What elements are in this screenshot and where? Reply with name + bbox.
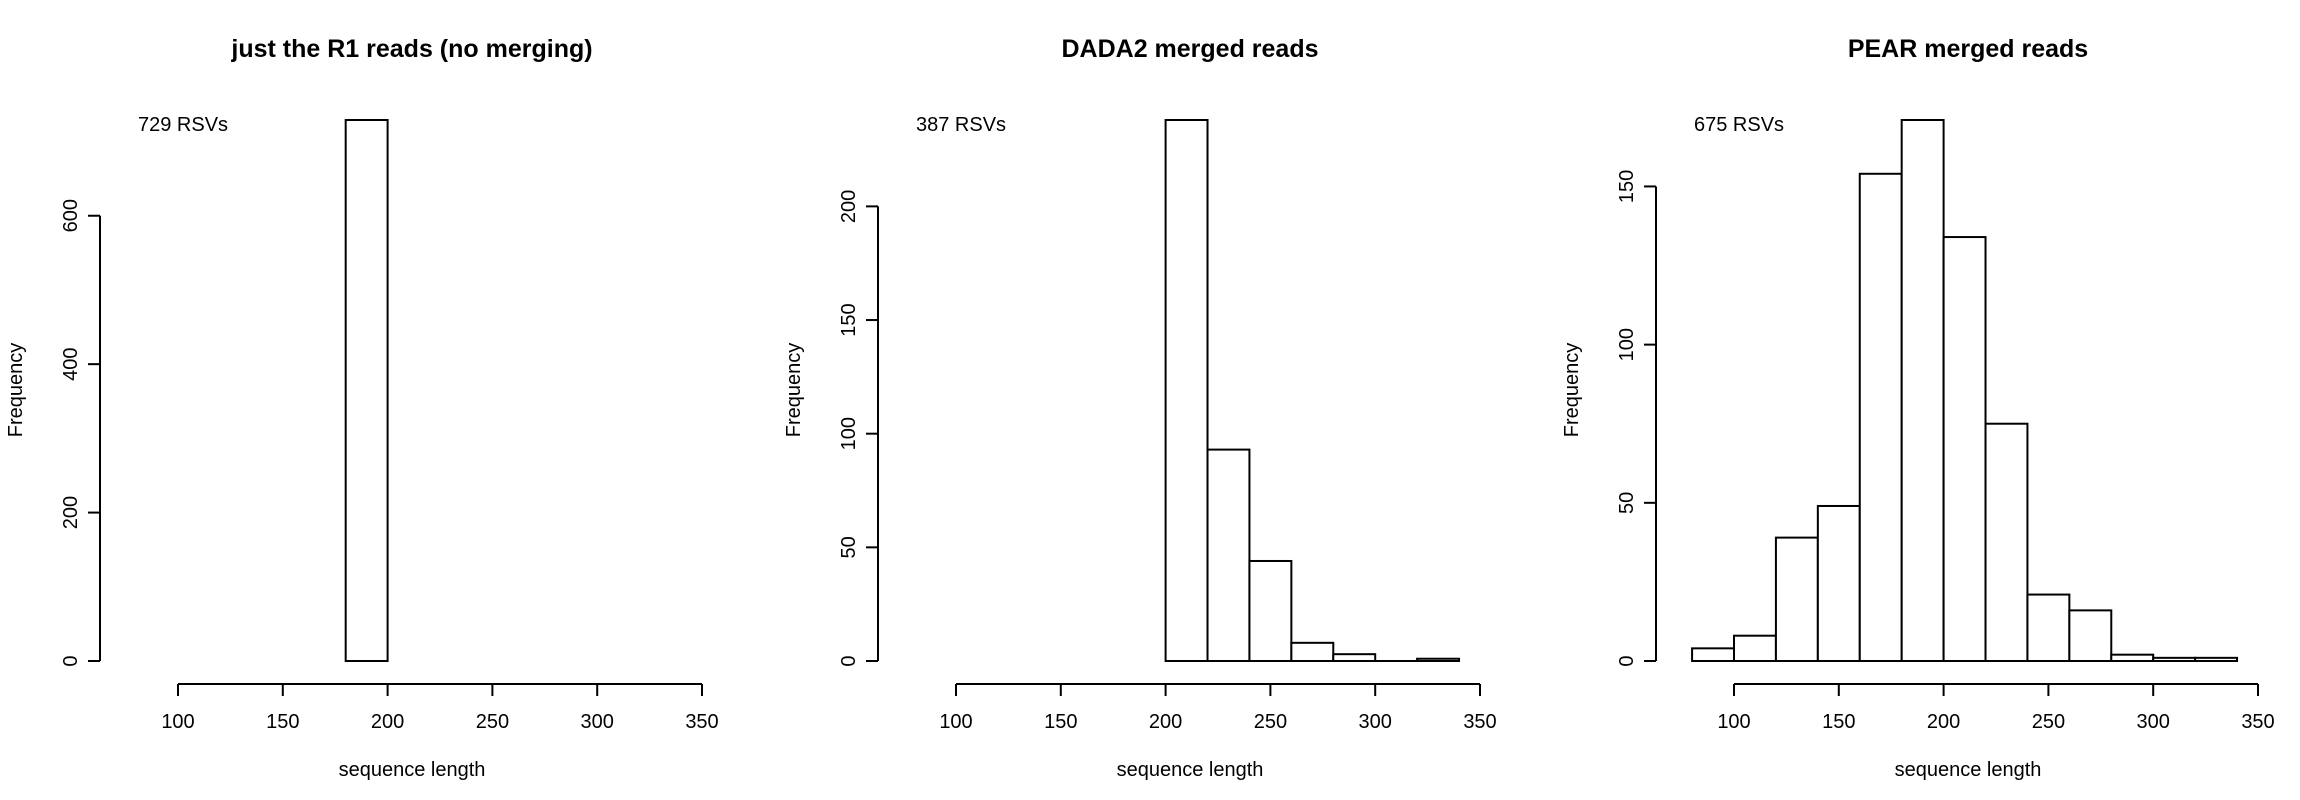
x-tick-label: 100: [161, 711, 194, 733]
y-tick-label: 50: [1616, 492, 1638, 514]
y-tick-label: 150: [1616, 170, 1638, 203]
x-axis-label: sequence length: [339, 759, 486, 781]
panel-title: PEAR merged reads: [1848, 35, 2088, 63]
y-tick-label: 0: [1616, 655, 1638, 666]
x-tick-label: 200: [1927, 711, 1960, 733]
x-tick-label: 250: [1254, 711, 1287, 733]
x-axis-label: sequence length: [1117, 759, 1264, 781]
histogram-bar-180-200: [1900, 119, 1945, 662]
histogram-bars: [1164, 119, 1461, 663]
x-tick-label: 300: [581, 711, 614, 733]
x-axis: 100 150 200 250 300 350: [939, 683, 1497, 733]
x-tick-label: 150: [1822, 711, 1855, 733]
x-tick-label: 200: [1149, 711, 1182, 733]
y-axis-label: Frequency: [5, 343, 27, 438]
x-axis: 100 150 200 250 300 350: [1717, 683, 2275, 733]
x-tick-label: 200: [371, 711, 404, 733]
x-tick-label: 150: [266, 711, 299, 733]
rsv-count-annotation: 387 RSVs: [916, 114, 1006, 136]
histogram-bar-300-320: [2152, 656, 2197, 662]
panel-title: DADA2 merged reads: [1061, 35, 1318, 63]
y-tick-label: 0: [838, 655, 860, 666]
y-axis-label: Frequency: [1561, 343, 1583, 438]
x-tick-label: 350: [1463, 711, 1496, 733]
histogram-bar-80-100: [1691, 647, 1735, 663]
x-axis: 100 150 200 250 300 350: [161, 683, 719, 733]
y-axis: 0 50 100 150: [1616, 170, 1657, 667]
histogram-bars: [1691, 119, 2239, 663]
x-tick-label: 250: [2032, 711, 2065, 733]
panel-dada2-merged: DADA2 merged reads 387 RSVs sequence len…: [783, 35, 1497, 781]
x-tick-label: 150: [1044, 711, 1077, 733]
y-axis: 0 50 100 150 200: [838, 190, 879, 667]
x-tick-label: 100: [1717, 711, 1750, 733]
y-tick-label: 600: [60, 199, 82, 232]
histogram-bar-240-260: [2026, 593, 2071, 662]
histogram-bar-140-160: [1816, 504, 1861, 662]
panel-title: just the R1 reads (no merging): [230, 35, 592, 63]
histogram-bar-220-240: [1984, 422, 2029, 662]
histogram-bar-100-120: [1733, 634, 1777, 663]
histogram-bar-160-180: [1858, 172, 1903, 662]
y-tick-label: 50: [838, 536, 860, 558]
histogram-bar-320-340: [1416, 657, 1461, 662]
histogram-bar-280-300: [2110, 653, 2155, 662]
x-tick-label: 250: [476, 711, 509, 733]
x-tick-label: 350: [2241, 711, 2274, 733]
y-tick-label: 150: [838, 303, 860, 336]
y-tick-label: 0: [60, 655, 82, 666]
y-tick-label: 100: [1616, 328, 1638, 361]
x-tick-label: 350: [685, 711, 718, 733]
panel-r1-reads: just the R1 reads (no merging) 729 RSVs …: [5, 35, 719, 781]
y-axis: 0 200 400 600: [60, 199, 101, 667]
y-tick-label: 200: [838, 190, 860, 223]
histogram-bar-320-340: [2194, 656, 2239, 662]
panel-pear-merged: PEAR merged reads 675 RSVs sequence leng…: [1561, 35, 2275, 781]
x-axis-label: sequence length: [1895, 759, 2042, 781]
histogram-bar-220-240: [1206, 448, 1251, 662]
histogram-bar-180-200: [344, 119, 389, 662]
y-tick-label: 200: [60, 496, 82, 529]
histogram-bar-120-140: [1774, 536, 1819, 662]
y-axis-label: Frequency: [783, 343, 805, 438]
x-tick-label: 300: [2137, 711, 2170, 733]
histogram-bar-280-300: [1332, 653, 1377, 662]
y-tick-label: 400: [60, 347, 82, 380]
y-tick-label: 100: [838, 417, 860, 450]
histogram-bar-240-260: [1248, 559, 1293, 663]
histogram-bar-200-220: [1164, 119, 1209, 662]
rsv-count-annotation: 675 RSVs: [1694, 114, 1784, 136]
histogram-bar-260-280: [2068, 609, 2113, 663]
x-tick-label: 100: [939, 711, 972, 733]
histogram-bars: [344, 119, 389, 662]
histogram-bar-260-280: [1290, 641, 1335, 662]
rsv-count-annotation: 729 RSVs: [138, 114, 228, 136]
histogram-bar-200-220: [1942, 236, 1987, 663]
x-tick-label: 300: [1359, 711, 1392, 733]
